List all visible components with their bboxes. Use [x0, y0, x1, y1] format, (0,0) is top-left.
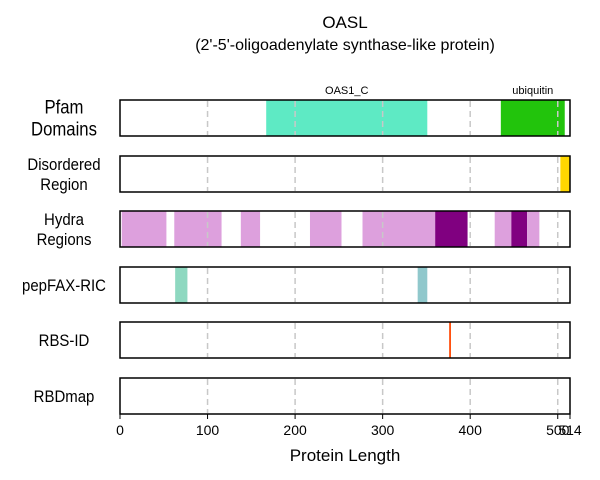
track-label: pepFAX-RIC [22, 277, 106, 295]
track-label: Pfam [45, 97, 84, 118]
track-1: Disordered Region [27, 155, 571, 194]
track-label: RBS-ID [39, 332, 90, 350]
track-frame [119, 210, 571, 248]
segment-2-5 [435, 211, 468, 247]
track-2: Hydra Regions [37, 210, 571, 249]
track-4: RBS-ID [39, 321, 571, 359]
x-tick-label: 100 [196, 422, 220, 438]
segment-2-1 [174, 211, 222, 247]
x-tick-label: 300 [371, 422, 395, 438]
x-tick-label: 0 [116, 422, 124, 438]
track-label: Disordered [27, 156, 100, 174]
x-axis-label: Protein Length [290, 446, 401, 465]
segment-2-3 [309, 211, 342, 247]
segment-3-1 [417, 267, 428, 303]
x-tick-label: 500 [546, 422, 570, 438]
segment-2-2 [240, 211, 261, 247]
x-tick-label: 200 [283, 422, 307, 438]
track-3: pepFAX-RIC [22, 266, 571, 304]
segment-3-0 [175, 267, 188, 303]
segment-2-0 [121, 211, 167, 247]
track-frame [119, 377, 571, 415]
track-label: Hydra [44, 211, 84, 229]
segment-2-6 [494, 211, 512, 247]
segment-label: ubiquitin [512, 85, 553, 97]
x-tick-label: 514 [558, 422, 582, 438]
segment-0-1 [500, 100, 565, 136]
track-label: Regions [37, 231, 92, 249]
track-label: Domains [31, 119, 97, 140]
segment-4-0 [449, 322, 451, 358]
track-5: RBDmap [34, 377, 571, 415]
track-frame [119, 155, 571, 193]
track-frame [119, 99, 571, 137]
segment-2-7 [511, 211, 528, 247]
segment-2-4 [362, 211, 436, 247]
segment-label: OAS1_C [325, 85, 368, 97]
grid-lines [206, 101, 559, 413]
track-label: RBDmap [34, 388, 95, 406]
track-frame [119, 266, 571, 304]
track-label: Region [40, 176, 87, 194]
segment-1-0 [560, 156, 570, 192]
segment-0-0 [266, 100, 428, 136]
x-tick-label: 400 [459, 422, 483, 438]
chart-title: OASL [322, 13, 367, 32]
chart-subtitle: (2'-5'-oligoadenylate synthase-like prot… [195, 37, 495, 54]
segment-2-8 [527, 211, 540, 247]
track-frame [119, 321, 571, 359]
